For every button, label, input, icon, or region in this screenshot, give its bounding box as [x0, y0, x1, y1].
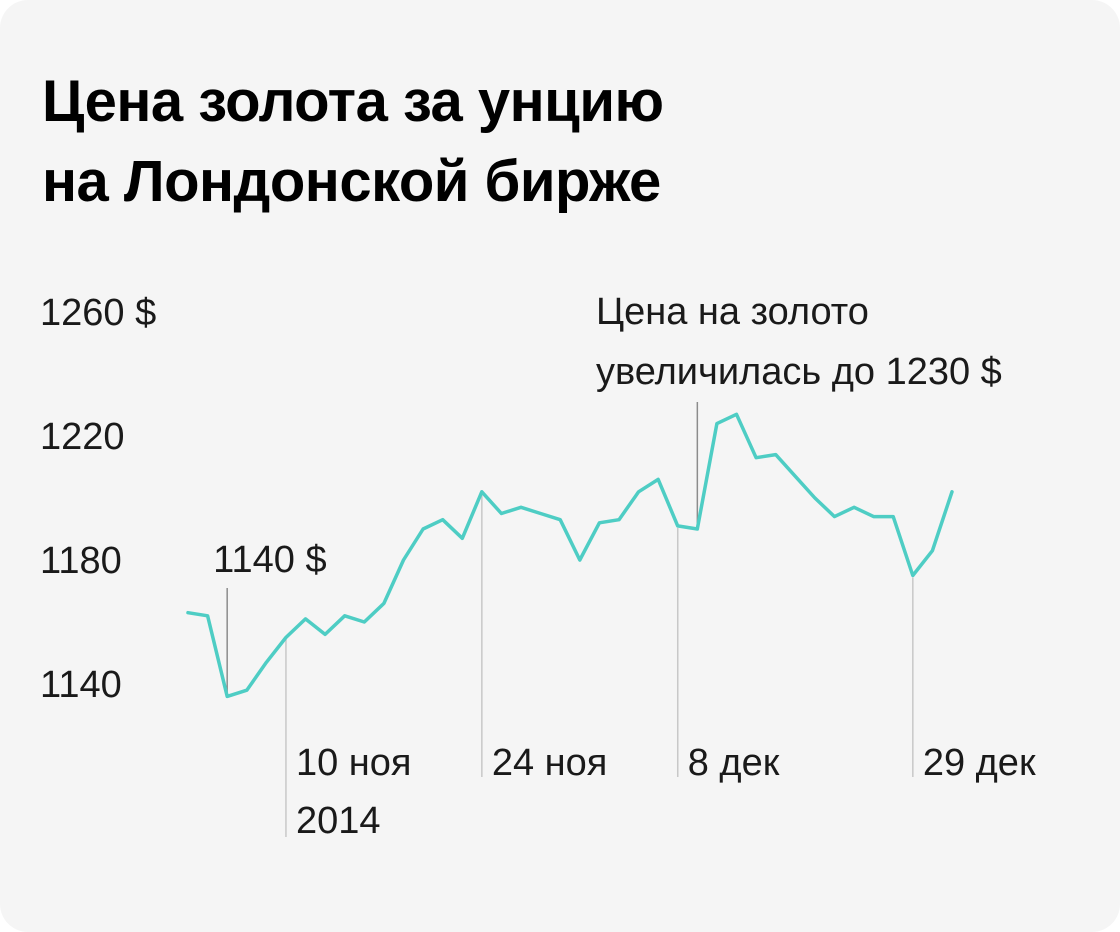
annotation-label: Цена на золото	[596, 291, 869, 333]
y-tick-label: 1220	[40, 416, 125, 458]
y-tick-label: 1260 $	[40, 292, 156, 334]
chart-title: Цена золота за унцию на Лондонской бирже	[42, 62, 1042, 222]
x-tick-label: 10 ноя	[296, 742, 412, 784]
y-tick-label: 1140	[40, 664, 122, 706]
annotation-label: увеличилась до 1230 $	[596, 351, 1002, 393]
y-tick-label: 1180	[40, 540, 122, 582]
chart-title-line-2: на Лондонской бирже	[42, 149, 661, 214]
gold-price-series-line	[186, 412, 954, 699]
annotation-label: 1140 $	[213, 539, 326, 581]
x-tick-label: 8 дек	[688, 742, 780, 784]
chart-title-line-1: Цена золота за унцию	[42, 69, 664, 134]
x-tick-label: 29 дек	[923, 742, 1036, 784]
x-tick-label: 24 ноя	[492, 742, 608, 784]
x-tick-label: 2014	[296, 800, 381, 842]
